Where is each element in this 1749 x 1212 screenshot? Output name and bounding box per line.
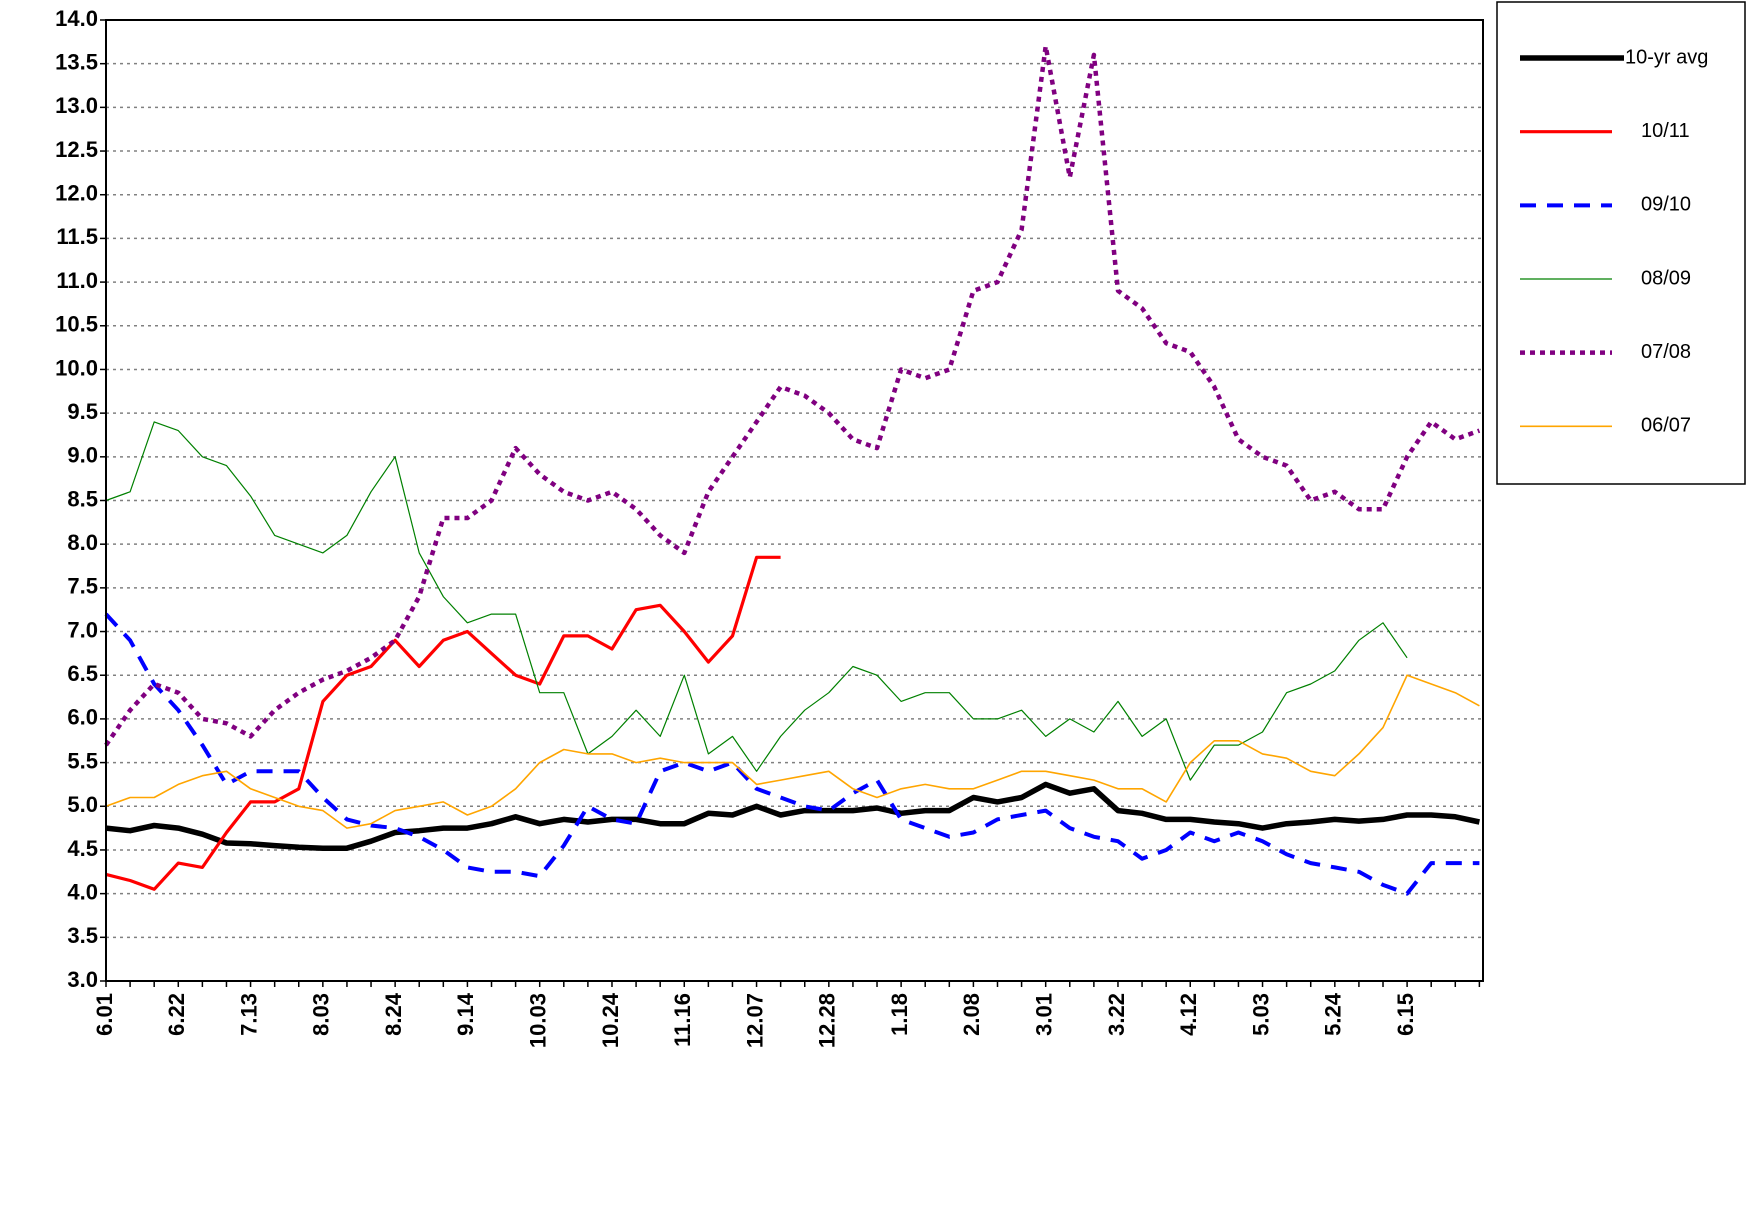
x-tick-label: 1.18 (887, 993, 912, 1036)
y-tick-label: 13.5 (55, 49, 98, 74)
y-tick-label: 9.0 (67, 443, 98, 468)
plot-frame (105, 19, 1484, 982)
legend-label: 06/07 (1641, 415, 1691, 437)
y-tick-label: 11.0 (56, 268, 98, 293)
y-tick-label: 13.0 (55, 93, 98, 118)
legend-label: 08/09 (1641, 267, 1691, 289)
x-tick-label: 12.07 (742, 993, 767, 1048)
y-tick-label: 8.5 (67, 486, 98, 511)
y-tick-label: 3.5 (67, 923, 98, 948)
x-tick-label: 5.24 (1321, 992, 1346, 1036)
x-tick-label: 11.16 (670, 993, 695, 1047)
series-line (105, 781, 1480, 851)
series-line (105, 555, 781, 891)
y-tick-label: 3.0 (67, 967, 98, 992)
x-tick-label: 10.03 (526, 993, 551, 1048)
x-tick-label: 8.24 (381, 992, 406, 1036)
y-tick-label: 7.5 (67, 574, 98, 599)
y-tick-label: 7.0 (67, 617, 98, 642)
series-line (105, 421, 1408, 781)
legend-label: 10/11 (1641, 120, 1690, 142)
y-tick-label: 8.0 (67, 530, 98, 555)
x-tick-label: 5.03 (1248, 993, 1273, 1036)
y-tick-label: 4.0 (67, 879, 98, 904)
x-tick-label: 6.01 (92, 993, 117, 1036)
y-tick-label: 6.0 (67, 705, 98, 730)
series-line (105, 674, 1480, 829)
x-tick-label: 6.22 (164, 993, 189, 1036)
x-tick-label: 12.28 (815, 993, 840, 1048)
y-tick-label: 5.5 (67, 748, 98, 773)
y-tick-label: 9.5 (67, 399, 98, 424)
y-tick-label: 11.5 (56, 224, 98, 249)
legend-label: 07/08 (1641, 341, 1691, 363)
x-tick-label: 3.01 (1031, 993, 1056, 1036)
series-line (104, 43, 1481, 747)
x-tick-label: 6.15 (1393, 993, 1418, 1036)
series-line (104, 612, 1480, 896)
x-tick-label: 7.13 (236, 993, 261, 1036)
y-tick-label: 6.5 (67, 661, 98, 686)
x-tick-label: 10.24 (598, 992, 623, 1048)
legend-box (1496, 1, 1746, 485)
y-tick-label: 5.0 (67, 792, 98, 817)
x-tick-label: 4.12 (1176, 993, 1201, 1036)
y-tick-label: 12.5 (55, 137, 98, 162)
y-tick-label: 12.0 (55, 181, 98, 206)
y-tick-label: 14.0 (55, 6, 98, 31)
x-tick-label: 9.14 (453, 992, 478, 1036)
y-tick-label: 4.5 (67, 836, 98, 861)
x-tick-label: 8.03 (309, 993, 334, 1036)
legend-label: 10-yr avg (1625, 46, 1708, 68)
y-tick-label: 10.5 (55, 312, 98, 337)
x-tick-label: 3.22 (1104, 993, 1129, 1036)
legend-label: 09/10 (1641, 194, 1691, 216)
y-tick-label: 10.0 (55, 355, 98, 380)
x-tick-label: 2.08 (959, 993, 984, 1036)
